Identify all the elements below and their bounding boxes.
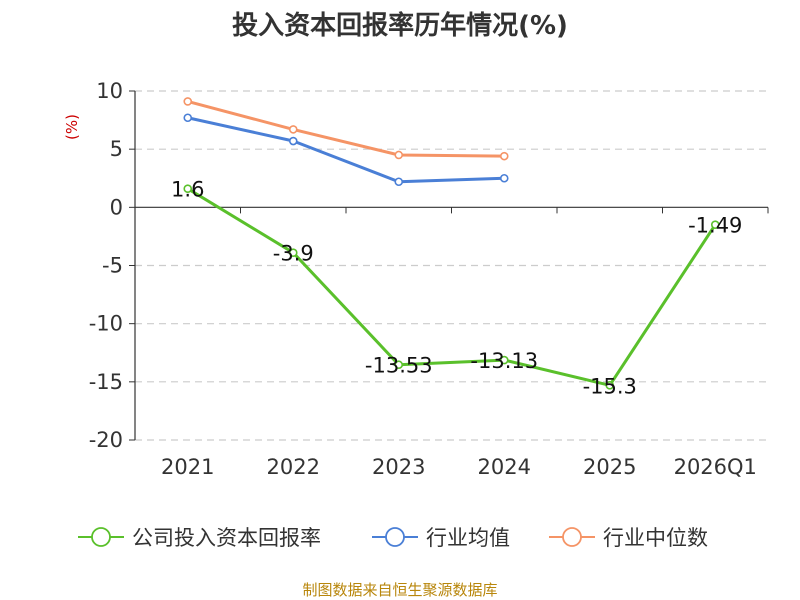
data-label: 1.6 <box>171 178 204 202</box>
x-tick-label: 2025 <box>583 455 636 479</box>
data-point <box>288 136 298 146</box>
legend-label: 行业中位数 <box>603 526 708 550</box>
data-label: -15.3 <box>583 374 637 398</box>
legend-marker <box>562 527 582 547</box>
data-point <box>394 150 404 160</box>
data-point <box>394 177 404 187</box>
data-point <box>288 125 298 134</box>
y-tick-label: -10 <box>89 312 123 336</box>
data-point <box>499 355 509 365</box>
data-labels: 1.6 -3.9 -13.53 -13.13 -15.3 -1.49 <box>171 178 742 399</box>
legend-marker <box>91 527 111 547</box>
data-point <box>499 173 509 183</box>
y-axis-label: (%) <box>63 114 81 140</box>
y-tick-label: 0 <box>110 195 123 219</box>
data-label: -13.53 <box>365 354 433 378</box>
data-point <box>605 381 615 390</box>
data-label: -3.9 <box>273 242 314 266</box>
x-tick-label: 2024 <box>478 455 531 479</box>
data-label: -13.13 <box>470 349 538 373</box>
y-tick-label: -20 <box>89 428 123 452</box>
source-note: 制图数据来自恒生聚源数据库 <box>302 581 497 599</box>
series-line <box>187 116 505 184</box>
y-tick-label: 10 <box>96 79 123 103</box>
data-point <box>710 220 720 229</box>
grid-lines <box>135 90 768 441</box>
data-label: -1.49 <box>688 214 742 238</box>
data-point <box>183 97 193 106</box>
data-point <box>499 151 509 161</box>
data-point <box>183 184 193 194</box>
legend-label: 行业均值 <box>426 526 510 550</box>
y-tick-label: -5 <box>102 254 123 278</box>
data-point <box>288 248 298 258</box>
series-lines <box>183 97 720 390</box>
series-line <box>186 187 717 387</box>
x-tick-label: 2026Q1 <box>674 455 757 479</box>
x-tick-label: 2021 <box>161 455 214 479</box>
y-tick-label: -15 <box>89 370 123 394</box>
legend-marker <box>385 527 405 547</box>
legend-label: 公司投入资本回报率 <box>132 526 321 550</box>
x-tick-label: 2022 <box>267 455 320 479</box>
legend: 公司投入资本回报率 行业均值 行业中位数 <box>78 526 708 550</box>
axes: 10 5 0 -5 -10 -15 -20 2021 2022 2023 2024 2025 2026Q… <box>89 79 769 479</box>
data-point <box>394 360 404 370</box>
x-tick-label: 2023 <box>372 455 425 479</box>
chart-title: 投入资本回报率历年情况(%) <box>232 10 568 41</box>
y-tick-label: 5 <box>110 137 123 161</box>
series-line <box>187 100 505 158</box>
data-point <box>183 113 193 123</box>
